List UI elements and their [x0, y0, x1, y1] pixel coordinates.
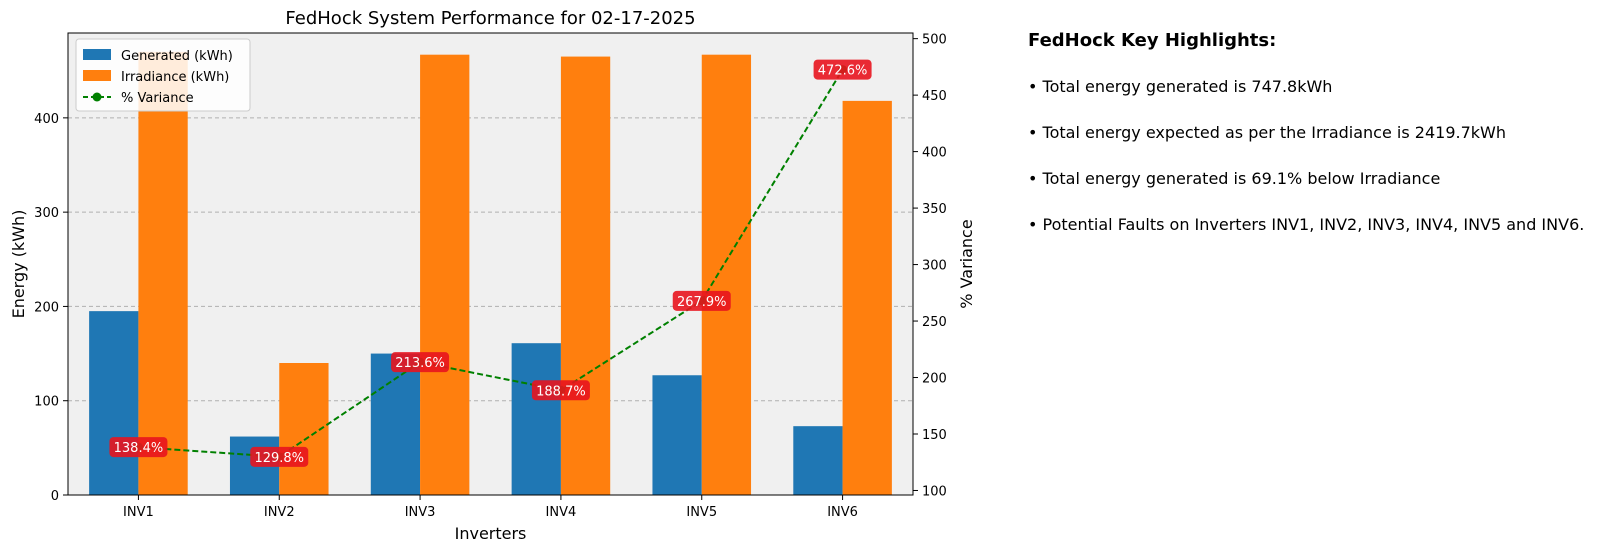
highlight-item-2: • Total energy expected as per the Irrad… — [1028, 123, 1506, 142]
variance-label: 267.9% — [672, 290, 731, 311]
bar-irradiance — [560, 56, 611, 495]
variance-label: 472.6% — [813, 59, 872, 80]
y2-axis-label: % Variance — [957, 219, 976, 308]
highlight-item-1: • Total energy generated is 747.8kWh — [1028, 77, 1333, 96]
legend-label: % Variance — [121, 91, 194, 106]
variance-label: 188.7% — [531, 380, 590, 401]
y2-tick-label: 300 — [922, 259, 947, 274]
bar-generated — [370, 353, 421, 495]
highlight-item-4: • Potential Faults on Inverters INV1, IN… — [1028, 215, 1585, 234]
y-axis-label: Energy (kWh) — [9, 210, 28, 319]
variance-label-text: 472.6% — [818, 64, 868, 79]
legend-box — [75, 38, 251, 112]
y-tick-label: 100 — [34, 395, 59, 410]
variance-label-text: 213.6% — [395, 356, 445, 371]
legend-swatch — [83, 49, 111, 60]
y2-tick-label: 450 — [922, 89, 947, 104]
x-tick-label: INV1 — [123, 505, 154, 520]
x-tick-label: INV3 — [405, 505, 436, 520]
bar-generated — [793, 426, 843, 495]
y-tick-label: 400 — [34, 112, 59, 127]
chart-title: FedHock System Performance for 02-17-202… — [285, 8, 695, 29]
variance-label-box — [531, 380, 590, 401]
legend: Generated (kWh) Irradiance (kWh) % Varianc… — [75, 38, 251, 112]
y-tick-label: 0 — [51, 489, 59, 504]
variance-label-box — [813, 59, 872, 80]
bar-irradiance — [138, 51, 188, 495]
highlights-panel: FedHock Key Highlights: • Total energy g… — [1028, 28, 1608, 260]
x-axis-label: Inverters — [455, 524, 527, 543]
y2-tick-label: 100 — [922, 484, 947, 499]
y-tick-label: 200 — [34, 300, 59, 315]
legend-label: Generated (kWh) — [121, 49, 233, 64]
legend-swatch-marker — [92, 92, 102, 102]
y2-tick-label: 150 — [922, 428, 947, 443]
y2-tick-label: 400 — [922, 146, 947, 161]
y2-tick-label: 200 — [922, 372, 947, 387]
highlight-item-3: • Total energy generated is 69.1% below … — [1028, 169, 1441, 188]
variance-label-text: 188.7% — [536, 384, 586, 399]
x-tick-label: INV6 — [827, 505, 858, 520]
y2-tick-label: 500 — [922, 33, 947, 48]
x-tick-label: INV4 — [546, 505, 577, 520]
variance-label: 213.6% — [391, 352, 450, 373]
variance-label-text: 138.4% — [114, 441, 164, 456]
y2-tick-label: 350 — [922, 202, 947, 217]
x-tick-label: INV5 — [686, 505, 717, 520]
bar-irradiance — [842, 100, 892, 495]
highlights-title: FedHock Key Highlights: — [1028, 30, 1277, 51]
legend-swatch — [83, 70, 111, 81]
variance-label: 138.4% — [109, 437, 168, 458]
variance-label-box — [250, 446, 309, 467]
bar-generated — [89, 311, 139, 495]
bar-irradiance — [701, 54, 752, 495]
bar-generated — [652, 375, 702, 495]
y-tick-label: 300 — [34, 206, 59, 221]
variance-label-text: 267.9% — [677, 295, 727, 310]
variance-label-box — [391, 352, 450, 373]
bar-irradiance — [420, 54, 470, 495]
y2-tick-label: 250 — [922, 315, 947, 330]
variance-label-box — [109, 437, 168, 458]
legend-label: Irradiance (kWh) — [121, 70, 229, 85]
x-tick-label: INV2 — [264, 505, 295, 520]
plot-frame — [67, 32, 914, 496]
performance-chart: 138.4% 129.8% 213.6% 188.7% 267.9% 472.6% 0 100… — [9, 8, 976, 543]
variance-label-box — [672, 290, 731, 311]
variance-label: 129.8% — [250, 446, 309, 467]
bar-generated — [511, 343, 561, 495]
variance-label-text: 129.8% — [254, 451, 304, 466]
